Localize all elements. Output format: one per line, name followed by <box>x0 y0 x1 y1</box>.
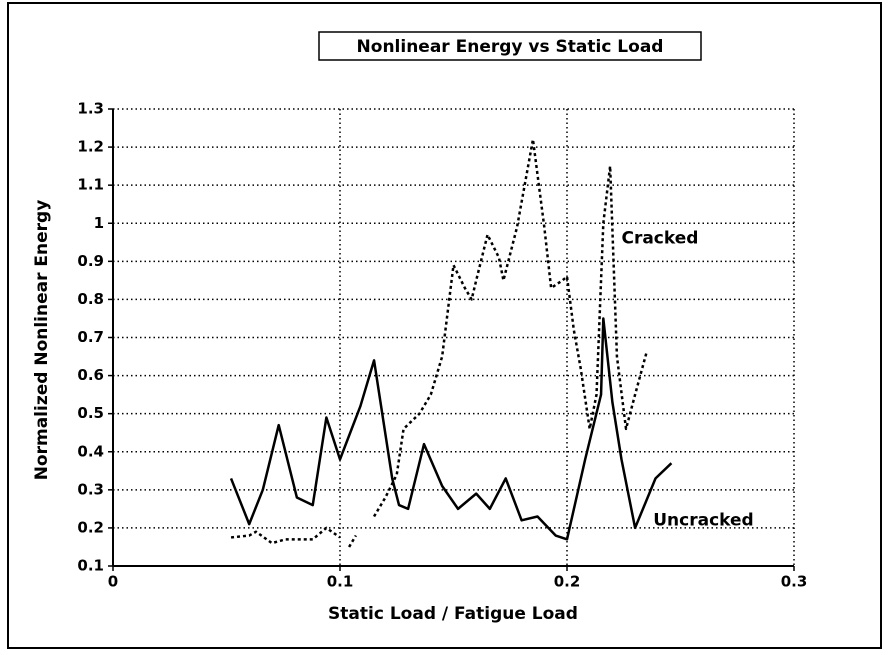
x-tick-label: 0.2 <box>554 573 581 591</box>
y-tick-label: 0.1 <box>77 557 104 575</box>
series-line <box>230 138 648 548</box>
x-tick-label: 0.1 <box>327 573 354 591</box>
y-tick-label: 1.2 <box>77 138 104 156</box>
y-tick-label: 0.6 <box>77 366 104 384</box>
title-box <box>318 31 702 61</box>
y-tick-label: 0.2 <box>77 518 104 536</box>
y-tick-label: 0.9 <box>77 252 104 270</box>
y-tick-label: 0.5 <box>77 404 104 422</box>
x-tick-label: 0.3 <box>781 573 808 591</box>
y-tick-label: 0.3 <box>77 480 104 498</box>
series-line <box>229 317 673 541</box>
chart-title: Nonlinear Energy vs Static Load <box>357 37 664 57</box>
annotation: Cracked <box>621 228 698 248</box>
x-tick-label: 0 <box>108 573 118 591</box>
y-tick-label: 0.8 <box>77 290 104 308</box>
y-tick-label: 0.4 <box>77 442 104 460</box>
annotation: Uncracked <box>653 510 753 530</box>
y-axis-label: Normalized Nonlinear Energy <box>32 200 52 481</box>
x-axis-label: Static Load / Fatigue Load <box>328 604 578 624</box>
y-tick-label: 0.7 <box>77 328 104 346</box>
y-tick-label: 1.1 <box>77 176 104 194</box>
y-tick-label: 1 <box>94 214 104 232</box>
frame <box>7 2 882 649</box>
y-tick-label: 1.3 <box>77 100 104 118</box>
